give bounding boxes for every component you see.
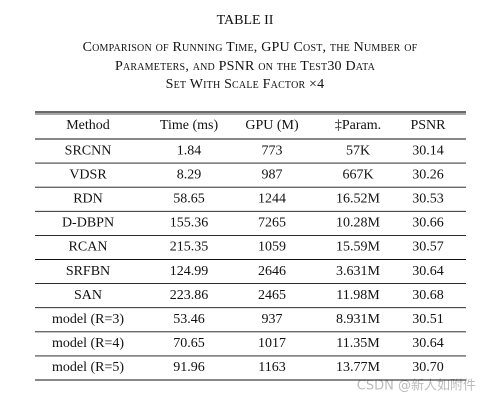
- cell: 10.28M: [336, 216, 381, 231]
- cell: SRFBN: [66, 264, 110, 279]
- cell: 223.86: [170, 288, 209, 303]
- cell: 30.66: [412, 216, 444, 231]
- cell: 155.36: [170, 216, 209, 231]
- cell: 667K: [342, 167, 373, 182]
- cell: 57K: [346, 143, 370, 158]
- cell: 70.65: [173, 336, 205, 351]
- cell: 30.64: [412, 264, 444, 279]
- cell: 8.931M: [336, 312, 381, 327]
- cell: 8.29: [177, 167, 202, 182]
- cell: RCAN: [69, 240, 108, 255]
- cell: 30.26: [412, 167, 444, 182]
- header-cell: GPU (M): [245, 118, 299, 133]
- caption-line: Comparison of Running Time, GPU Cost, th…: [83, 40, 418, 55]
- cell: 53.46: [173, 312, 205, 327]
- cell: 30.68: [412, 288, 444, 303]
- cell: 2465: [258, 288, 286, 303]
- header-cell: Time (ms): [160, 118, 219, 133]
- cell: 30.14: [412, 143, 444, 158]
- cell: 30.70: [412, 360, 444, 375]
- caption-line: Set With Scale Factor ×4: [166, 77, 325, 92]
- cell: 91.96: [173, 360, 205, 375]
- cell: SRCNN: [65, 143, 112, 158]
- cell: 16.52M: [336, 191, 381, 206]
- cell: 1059: [258, 240, 286, 255]
- table-title: TABLE II: [217, 13, 274, 28]
- cell: 773: [262, 143, 283, 158]
- cell: 11.35M: [336, 336, 380, 351]
- cell: 13.77M: [336, 360, 381, 375]
- header-cell: ‡Param.: [335, 118, 381, 133]
- cell: 11.98M: [336, 288, 380, 303]
- cell: 1.84: [177, 143, 202, 158]
- cell: 30.53: [412, 191, 444, 206]
- cell: model (R=3): [52, 312, 124, 327]
- cell: 7265: [258, 216, 286, 231]
- cell: 937: [262, 312, 283, 327]
- cell: 987: [262, 167, 283, 182]
- cell: 15.59M: [336, 240, 381, 255]
- cell: RDN: [73, 191, 103, 206]
- cell: 1163: [258, 360, 285, 375]
- cell: 3.631M: [336, 264, 381, 279]
- cell: SAN: [74, 288, 102, 303]
- cell: 1244: [258, 191, 286, 206]
- cell: 1017: [258, 336, 286, 351]
- cell: VDSR: [69, 167, 107, 182]
- cell: 2646: [258, 264, 286, 279]
- cell: model (R=4): [52, 336, 124, 351]
- cell: 58.65: [173, 191, 205, 206]
- header-cell: PSNR: [410, 118, 446, 133]
- cell: 30.57: [412, 240, 444, 255]
- caption-line: Parameters, and PSNR on the Test30 Data: [115, 59, 376, 74]
- watermark: CSDN @新人如附件: [357, 378, 476, 394]
- cell: D-DBPN: [62, 216, 114, 231]
- cell: 215.35: [170, 240, 209, 255]
- cell: 124.99: [170, 264, 209, 279]
- header-cell: Method: [66, 118, 110, 133]
- cell: model (R=5): [52, 360, 124, 375]
- cell: 30.51: [412, 312, 444, 327]
- cell: 30.64: [412, 336, 444, 351]
